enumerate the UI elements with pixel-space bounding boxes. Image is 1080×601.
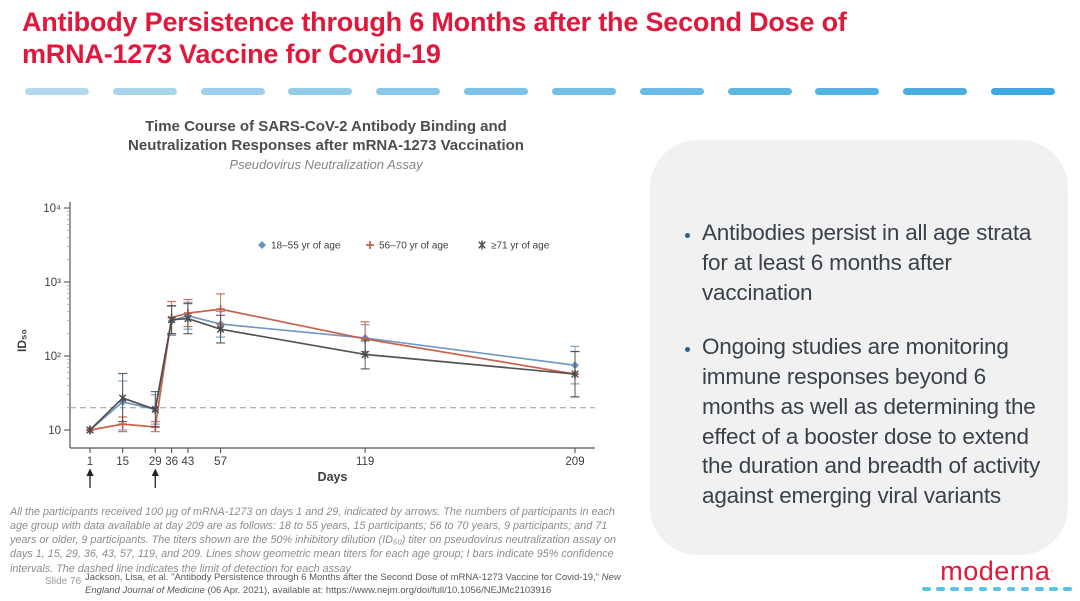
divider-dash <box>376 88 441 95</box>
divider-dash <box>25 88 89 95</box>
chart-area: 10 10² 10³ 10⁴ ID₅₀ 1 15 29 36 43 57 119 209 Days 18–5… <box>10 172 642 501</box>
logo-dash <box>922 587 931 591</box>
bullet-item: Ongoing studies are monitoring immune re… <box>702 332 1060 512</box>
divider-dash <box>639 88 704 95</box>
logo-dash <box>1006 587 1016 591</box>
logo-dash <box>978 587 988 591</box>
divider-dash <box>815 88 880 95</box>
logo-dash <box>1049 587 1058 591</box>
svg-text:15: 15 <box>116 456 129 468</box>
logo-dash <box>1063 587 1072 591</box>
divider-dash <box>903 88 968 95</box>
slide-number: Slide 76 <box>45 576 82 587</box>
svg-text:1: 1 <box>87 456 93 468</box>
svg-text:119: 119 <box>356 456 374 468</box>
legend-item: 56–70 yr of age <box>366 240 449 251</box>
citation-journal: New England Journal of Medicine <box>85 572 621 597</box>
logo-dash <box>992 587 1002 591</box>
slide-title: Antibody Persistence through 6 Months af… <box>22 7 847 70</box>
citation: Jackson, Lisa, et al. "Antibody Persiste… <box>85 571 645 598</box>
logo-dash <box>1035 587 1044 591</box>
logo-dash <box>964 587 973 591</box>
neutralization-line-chart: 10 10² 10³ 10⁴ ID₅₀ 1 15 29 36 43 57 119 209 Days 18–5… <box>15 201 595 488</box>
svg-text:29: 29 <box>149 456 162 468</box>
svg-text:36: 36 <box>165 456 178 468</box>
axes: 10 10² 10³ 10⁴ ID₅₀ 1 15 29 36 43 57 119 209 Days <box>15 201 595 484</box>
svg-text:≥71 yr of age: ≥71 yr of age <box>491 240 550 251</box>
figure-subtitle: Pseudovirus Neutralization Assay <box>229 156 423 172</box>
logo-dash <box>950 587 959 591</box>
divider-dash <box>112 88 177 95</box>
series-56-70-yr-of-age <box>86 292 580 434</box>
svg-text:18–55 yr of age: 18–55 yr of age <box>271 240 341 251</box>
moderna-logo: moderna· <box>922 558 1072 591</box>
bullet-list: Antibodies persist in all age strata for… <box>680 218 1060 511</box>
legend-item: 18–55 yr of age <box>258 240 341 251</box>
svg-text:Days: Days <box>318 470 348 484</box>
logo-dashed-underline <box>922 587 1072 591</box>
svg-text:209: 209 <box>565 456 584 468</box>
svg-text:10²: 10² <box>44 351 61 363</box>
divider-dash <box>288 88 353 95</box>
summary-card: Antibodies persist in all age strata for… <box>650 140 1068 555</box>
svg-text:10: 10 <box>48 425 61 437</box>
figure-panel: Time Course of SARS-CoV-2 Antibody Bindi… <box>10 118 642 576</box>
citation-pre: Jackson, Lisa, et al. "Antibody Persiste… <box>85 572 602 583</box>
divider-dash <box>551 88 616 95</box>
series--71-yr-of-age <box>86 302 580 434</box>
svg-text:57: 57 <box>214 456 227 468</box>
figure-footnote: All the participants received 100 μg of … <box>10 505 617 575</box>
citation-post: (06 Apr. 2021), available at: https://ww… <box>204 585 552 597</box>
divider-dash <box>464 88 529 95</box>
logo-dash <box>1020 587 1030 591</box>
bullet-item: Antibodies persist in all age strata for… <box>702 218 1060 308</box>
divider-dash <box>200 88 265 95</box>
svg-text:56–70 yr of age: 56–70 yr of age <box>379 240 449 251</box>
svg-text:10³: 10³ <box>44 277 61 289</box>
divider-dash <box>727 88 792 95</box>
moderna-wordmark: moderna <box>940 556 1051 586</box>
svg-text:ID₅₀: ID₅₀ <box>15 329 29 352</box>
header-divider <box>25 88 1055 96</box>
svg-text:43: 43 <box>182 456 195 468</box>
dose-arrow-icons <box>86 468 159 488</box>
figure-title: Time Course of SARS-CoV-2 Antibody Bindi… <box>128 118 524 154</box>
legend-item: ≥71 yr of age <box>478 240 550 251</box>
trademark-dot-icon: · <box>1050 565 1054 577</box>
logo-dash <box>936 587 945 591</box>
legend: 18–55 yr of age 56–70 yr of age ≥71 yr of … <box>258 240 550 251</box>
svg-text:10⁴: 10⁴ <box>43 203 61 215</box>
divider-dash <box>990 88 1055 95</box>
